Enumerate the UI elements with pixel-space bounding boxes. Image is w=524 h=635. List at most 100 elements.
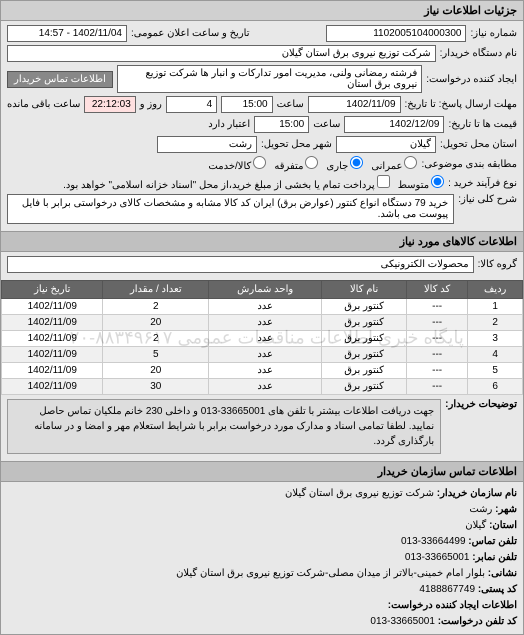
c-zip: 4188867749 [419,584,475,595]
contact-section-title: اطلاعات تماس سازمان خریدار [1,461,523,482]
table-cell: 30 [103,379,209,395]
contact-info-button[interactable]: اطلاعات تماس خریدار [7,71,113,88]
table-cell: 1402/11/09 [2,299,103,315]
table-cell: 2 [103,331,209,347]
table-cell: 1402/11/09 [2,347,103,363]
panel-title: جزئیات اطلاعات نیاز [1,1,523,21]
table-row: 5---کنتور برقعدد201402/11/09 [2,363,523,379]
table-cell: عدد [209,363,322,379]
buyer-org-label: نام دستگاه خریدار: [440,48,517,59]
desc-label: شرح کلی نیاز: [458,194,517,205]
price-valid-time: 15:00 [254,116,309,133]
c-creator-phone-label: کد تلفن درخواست: [438,616,517,627]
table-cell: --- [406,331,467,347]
announce-field: 1402/11/04 - 14:57 [7,25,127,42]
c-province-label: استان: [489,520,517,531]
c-org-label: نام سازمان خریدار: [437,488,517,499]
deadline-send-label: مهلت ارسال پاسخ: تا تاریخ: [405,99,517,110]
c-zip-label: کد پستی: [478,584,517,595]
table-cell: --- [406,363,467,379]
table-header: تعداد / مقدار [103,281,209,299]
table-row: 1---کنتور برقعدد21402/11/09 [2,299,523,315]
price-valid-label: قیمت ها تا تاریخ: [448,119,517,130]
table-cell: 5 [468,363,523,379]
table-cell: 3 [468,331,523,347]
request-no-field: 1102005104000300 [326,25,466,42]
table-row: 2---کنتور برقعدد201402/11/09 [2,315,523,331]
c-province: گیلان [465,520,486,531]
goods-group-field: محصولات الکترونیکی [7,256,474,273]
requester-label: ایجاد کننده درخواست: [426,74,517,85]
buyer-org-field: شرکت توزیع نیروی برق استان گیلان [7,45,436,62]
table-cell: کنتور برق [322,299,407,315]
goods-group-label: گروه کالا: [478,259,517,270]
c-postal: بلوار امام خمینی-بالاتر از میدان مصلی-شر… [176,568,485,579]
c-fax: 33665001-013 [405,552,470,563]
deadline-send-date: 1402/11/09 [308,96,401,113]
table-cell: عدد [209,347,322,363]
table-cell: عدد [209,379,322,395]
delivery-city-label: شهر محل تحویل: [261,139,332,150]
process-radio-group: متوسط پرداخت تمام یا بخشی از مبلغ خرید،ا… [63,175,444,191]
table-cell: 1 [468,299,523,315]
table-cell: 6 [468,379,523,395]
table-row: 6---کنتور برقعدد301402/11/09 [2,379,523,395]
requester-field: فرشته رمضانی ولنی، مدیریت امور تدارکات و… [117,65,422,93]
c-phone: 33664499-013 [401,536,466,547]
c-fax-label: تلفن نمابر: [472,552,517,563]
c-creator-phone: 33665001-013 [370,616,435,627]
table-header: واحد شمارش [209,281,322,299]
delivery-province-label: استان محل تحویل: [440,139,517,150]
days-value: 4 [166,96,217,113]
delivery-city: رشت [157,136,257,153]
table-cell: --- [406,299,467,315]
table-cell: 1402/11/09 [2,379,103,395]
request-no-label: شماره نیاز: [470,28,517,39]
table-cell: 5 [103,347,209,363]
table-cell: 2 [103,299,209,315]
buyer-note-label: توضیحات خریدار: [445,399,517,410]
budget-opt2[interactable]: جاری [326,156,363,172]
process-label: نوع فرآیند خرید : [448,178,517,189]
table-cell: 1402/11/09 [2,363,103,379]
delivery-province: گیلان [336,136,436,153]
table-cell: کنتور برق [322,347,407,363]
process-opt2[interactable]: پرداخت تمام یا بخشی از مبلغ خرید،از محل … [63,175,390,191]
announce-label: تاریخ و ساعت اعلان عمومی: [131,28,250,39]
time-label-1: ساعت [277,99,304,110]
desc-text: خرید 79 دستگاه انواع کنتور (عوارض برق) ا… [7,194,454,224]
deadline-send-time: 15:00 [221,96,272,113]
budget-radio-group: عمرانی جاری متفرقه کالا/خدمت [208,156,417,172]
valid-label: اعتبار دارد [208,119,250,130]
goods-table: ردیفکد کالانام کالاواحد شمارشتعداد / مقد… [1,280,523,395]
table-header: تاریخ نیاز [2,281,103,299]
c-postal-label: نشانی: [488,568,517,579]
table-cell: 20 [103,363,209,379]
table-cell: کنتور برق [322,363,407,379]
budget-opt4[interactable]: کالا/خدمت [208,156,266,172]
budget-label: مطابقه بندی موضوعی: [421,159,517,170]
table-cell: --- [406,315,467,331]
remain-value: 22:12:03 [84,96,135,113]
process-opt1[interactable]: متوسط [398,175,444,191]
table-cell: --- [406,379,467,395]
table-header: ردیف [468,281,523,299]
table-header: کد کالا [406,281,467,299]
table-row: 4---کنتور برقعدد51402/11/09 [2,347,523,363]
table-cell: 4 [468,347,523,363]
table-cell: 1402/11/09 [2,315,103,331]
budget-opt3[interactable]: متفرقه [274,156,318,172]
table-cell: کنتور برق [322,379,407,395]
time-label-2: ساعت [313,119,340,130]
c-city-label: شهر: [495,504,517,515]
table-cell: عدد [209,331,322,347]
table-cell: کنتور برق [322,331,407,347]
days-label: روز و [140,99,162,110]
table-cell: 2 [468,315,523,331]
c-city: رشت [469,504,492,515]
budget-opt1[interactable]: عمرانی [371,156,417,172]
table-cell: عدد [209,315,322,331]
table-header: نام کالا [322,281,407,299]
table-cell: عدد [209,299,322,315]
price-valid-date: 1402/12/09 [344,116,444,133]
